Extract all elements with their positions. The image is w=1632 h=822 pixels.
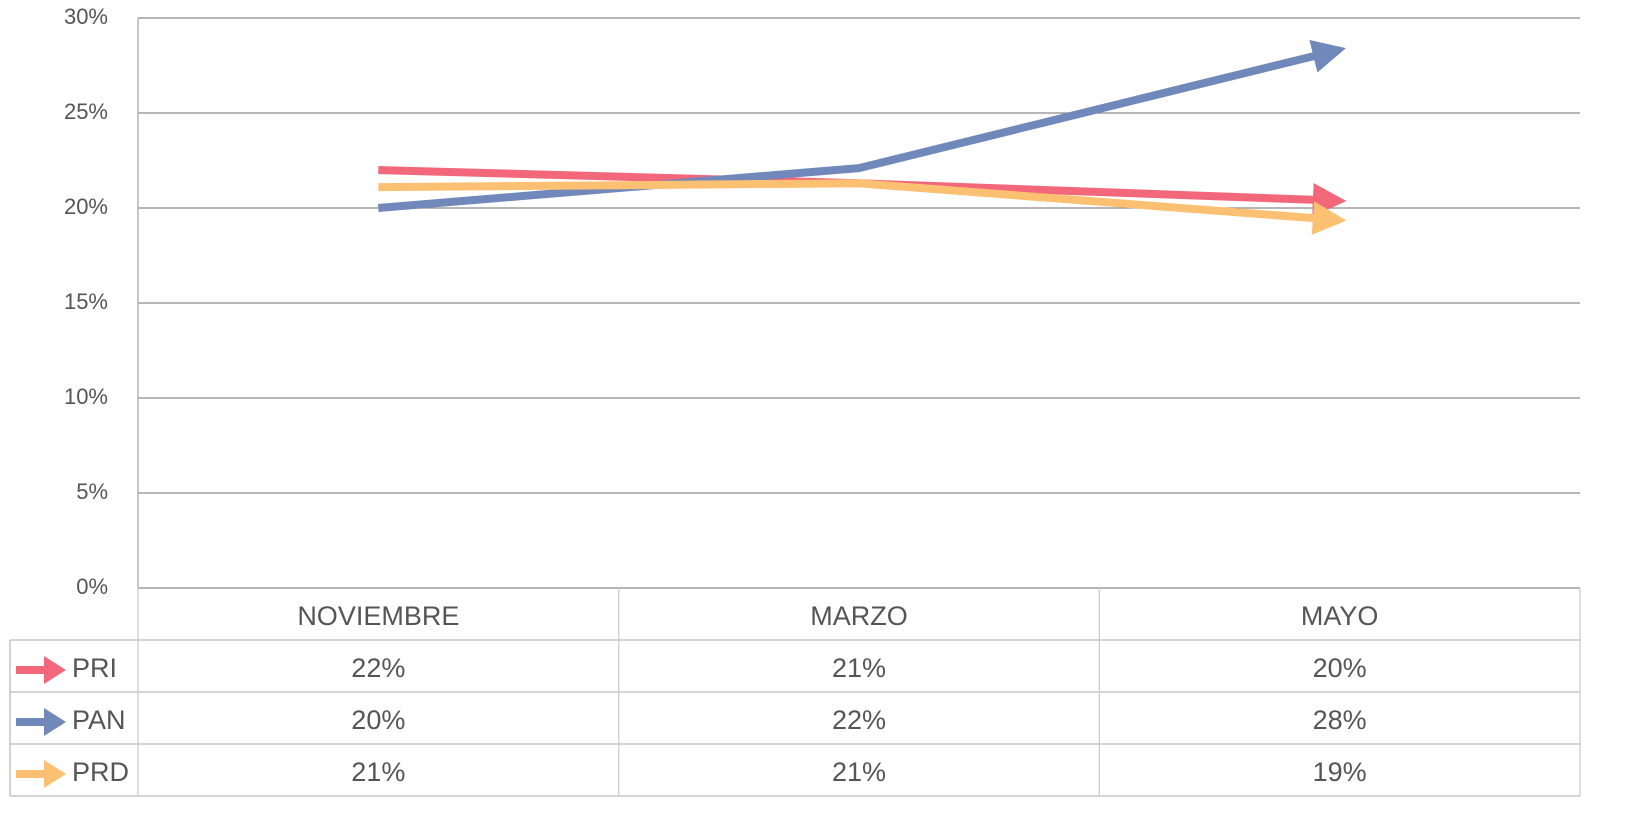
data-label: 20%	[1313, 653, 1367, 683]
data-label: 19%	[1313, 757, 1367, 787]
y-tick-label: 20%	[64, 194, 108, 219]
legend-label: PRI	[72, 653, 117, 683]
legend-arrowhead	[44, 708, 66, 736]
y-tick-label: 0%	[76, 574, 108, 599]
data-label: 20%	[351, 705, 405, 735]
data-label: 21%	[832, 653, 886, 683]
legend-arrowhead	[44, 656, 66, 684]
data-label: 22%	[351, 653, 405, 683]
data-label: 21%	[351, 757, 405, 787]
x-tick-label: NOVIEMBRE	[297, 601, 459, 631]
x-tick-label: MAYO	[1301, 601, 1379, 631]
x-tick-label: MARZO	[810, 601, 908, 631]
legend-arrowhead	[44, 760, 66, 788]
y-tick-label: 25%	[64, 99, 108, 124]
y-tick-label: 5%	[76, 479, 108, 504]
y-tick-label: 15%	[64, 289, 108, 314]
series-line	[378, 179, 1347, 235]
legend-label: PRD	[72, 757, 129, 787]
series-line	[378, 39, 1346, 212]
data-label: 21%	[832, 757, 886, 787]
legend-label: PAN	[72, 705, 126, 735]
y-tick-label: 10%	[64, 384, 108, 409]
y-tick-label: 30%	[64, 4, 108, 29]
data-label: 28%	[1313, 705, 1367, 735]
data-label: 22%	[832, 705, 886, 735]
